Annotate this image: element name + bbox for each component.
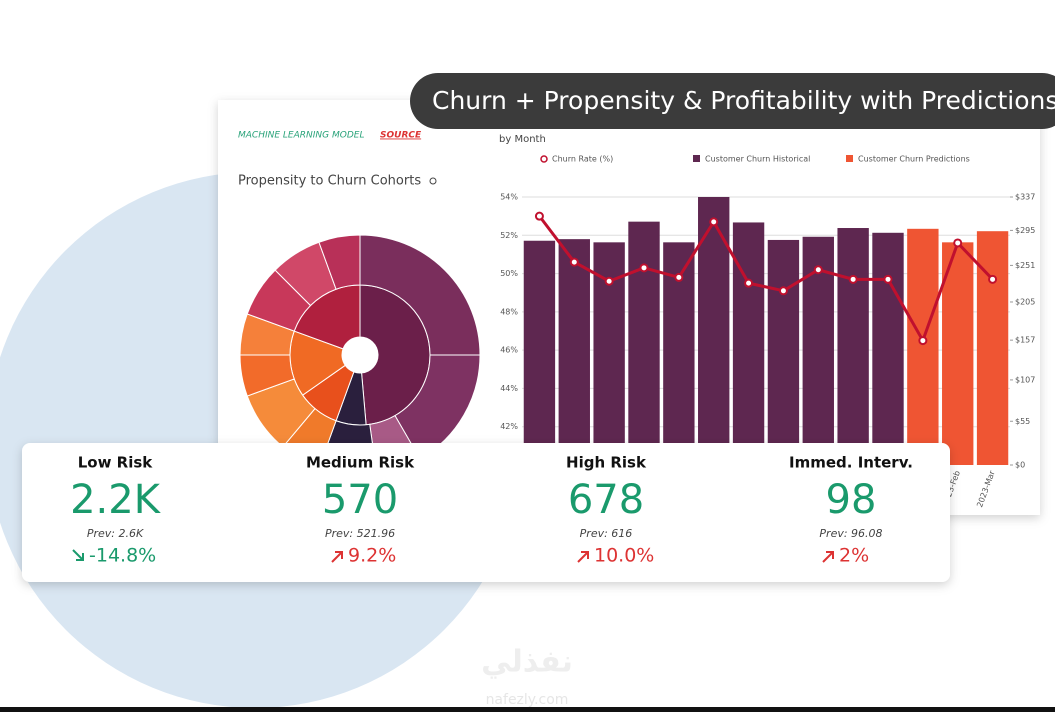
- watermark: نفذلي: [481, 645, 573, 680]
- y-tick-label: 48%: [500, 307, 518, 316]
- y2-tick-label: $295: [1015, 226, 1035, 235]
- banner: [410, 73, 1055, 129]
- point: [953, 238, 963, 248]
- kpi-value: 678: [568, 477, 644, 523]
- point: [639, 263, 649, 273]
- legend-marker: [846, 155, 853, 162]
- sunburst-segment: [359, 234, 481, 356]
- point: [709, 217, 719, 227]
- y-tick-label: 50%: [500, 269, 518, 278]
- kpi-prev: Prev: 2.6K: [87, 527, 144, 540]
- bar: [837, 228, 869, 465]
- point: [883, 274, 893, 284]
- line: [538, 215, 994, 345]
- chart-subtitle: by Month: [499, 134, 546, 145]
- point: [988, 274, 998, 284]
- y2-tick-label: $0: [1015, 461, 1025, 470]
- source-prefix: MACHINE LEARNING MODEL: [238, 131, 364, 141]
- chart: 42% 44% 46% 48% 50% 52% 54% $0 $55 $107 $157 $205 $2…: [500, 193, 1035, 509]
- trend-arrow: [72, 549, 84, 561]
- bar: [872, 232, 904, 465]
- legend-marker: [540, 155, 548, 163]
- point: [918, 336, 928, 346]
- legend: Churn Rate (%) Customer Churn Historical C…: [540, 155, 970, 164]
- kpi-name: Immed. Interv.: [789, 454, 913, 472]
- y-tick-label: 42%: [500, 422, 518, 431]
- bar: [628, 221, 660, 465]
- kpi-name: High Risk: [566, 454, 647, 472]
- y2-tick-label: $251: [1015, 261, 1035, 270]
- point: [778, 286, 788, 296]
- kpi-card: [22, 443, 950, 582]
- point: [813, 265, 823, 275]
- kpi-value: 2.2K: [70, 477, 162, 523]
- kpi-change: -14.8%: [89, 545, 156, 567]
- kpi-change: 10.0%: [594, 545, 654, 567]
- bar: [558, 239, 590, 465]
- legend-label: Churn Rate (%): [552, 155, 613, 164]
- y2-tick-label: $55: [1015, 417, 1030, 426]
- trend-arrow: [822, 551, 834, 563]
- y2-tick-label: $107: [1015, 375, 1035, 384]
- kpi-value: 570: [322, 477, 398, 523]
- watermark-site: nafezly.com: [486, 692, 569, 708]
- point: [604, 276, 614, 286]
- sunburst-segment: [318, 234, 361, 290]
- kpi-change: 9.2%: [348, 545, 396, 567]
- kpi-prev: Prev: 616: [580, 527, 633, 540]
- source-link[interactable]: SOURCE: [380, 131, 422, 141]
- y-tick-label: 44%: [500, 384, 518, 393]
- point: [674, 272, 684, 282]
- y-tick-label: 46%: [500, 346, 518, 355]
- legend-label: Customer Churn Predictions: [858, 155, 970, 164]
- bar: [523, 240, 556, 465]
- y-tick-label: 54%: [500, 193, 518, 202]
- point: [744, 278, 754, 288]
- point: [848, 274, 858, 284]
- point: [569, 257, 579, 267]
- y2-tick-label: $205: [1015, 297, 1035, 306]
- kpi-name: Low Risk: [78, 454, 154, 472]
- bar: [942, 242, 974, 465]
- y2-tick-label: $337: [1015, 193, 1035, 202]
- bar: [732, 222, 765, 465]
- trend-arrow: [331, 551, 343, 563]
- bar: [767, 239, 800, 465]
- banner-title: Churn + Propensity & Profitability with …: [432, 86, 1055, 115]
- bottom-bar: [0, 707, 1055, 712]
- info-icon[interactable]: [429, 177, 437, 185]
- point: [534, 211, 544, 221]
- kpi-change: 2%: [839, 545, 869, 567]
- kpi-row: Low Risk 2.2K Prev: 2.6K -14.8% Medium Risk 5…: [70, 454, 913, 567]
- legend-marker: [693, 155, 700, 162]
- sunburst-title: Propensity to Churn Cohorts: [238, 174, 421, 189]
- legend-label: Customer Churn Historical: [705, 155, 810, 164]
- kpi-prev: Prev: 96.08: [819, 527, 882, 540]
- kpi-name: Medium Risk: [306, 454, 415, 472]
- trend-arrow: [577, 551, 589, 563]
- y-tick-label: 52%: [500, 231, 518, 240]
- bar: [907, 228, 939, 465]
- kpi-prev: Prev: 521.96: [325, 527, 395, 540]
- kpi-value: 98: [826, 477, 877, 523]
- y2-tick-label: $157: [1015, 336, 1035, 345]
